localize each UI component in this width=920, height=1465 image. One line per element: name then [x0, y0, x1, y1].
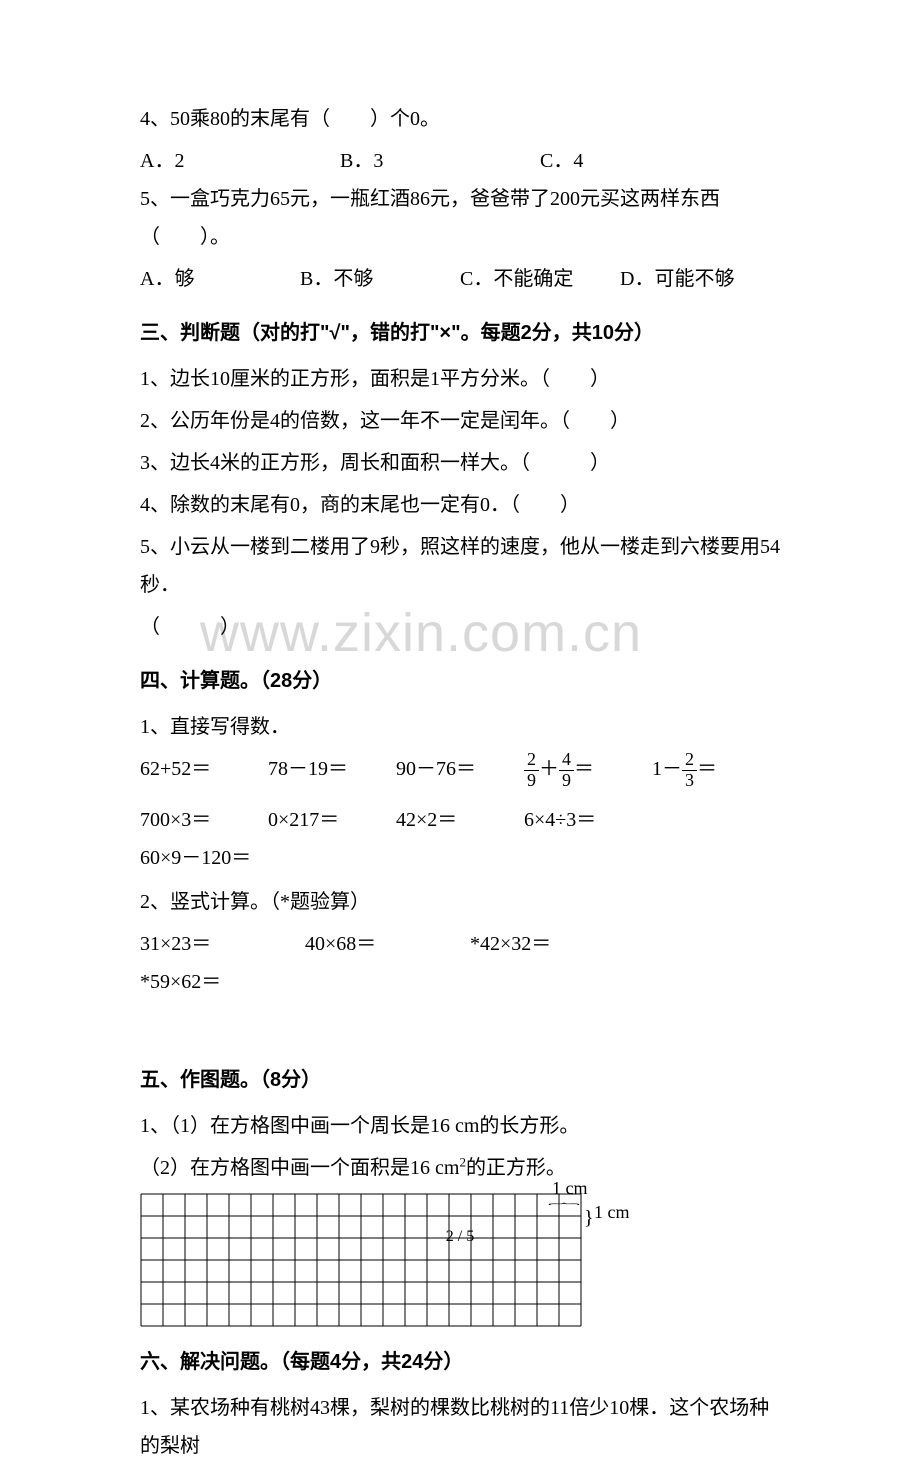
one-minus: 1－	[652, 758, 682, 780]
q4-opt-c: C．4	[540, 142, 720, 180]
judge-1: 1、边长10厘米的正方形，面积是1平方分米。（ ）	[140, 360, 780, 398]
calc-row-1: 62+52＝ 78－19＝ 90－76＝ 29＋49＝ 1－23＝	[140, 750, 780, 791]
judge-4: 4、除数的末尾有0，商的末尾也一定有0．（ ）	[140, 486, 780, 524]
q4-options: A．2 B．3 C．4	[140, 142, 780, 180]
calc-6: 700×3＝	[140, 801, 268, 839]
judge-5: 5、小云从一楼到二楼用了9秒，照这样的速度，他从一楼走到六楼要用54秒．	[140, 528, 780, 604]
calc-9: 6×4÷3＝	[524, 801, 652, 839]
section5-header: 五、作图题。（8分）	[140, 1061, 780, 1099]
calc-5: 1－23＝	[652, 750, 780, 791]
vertical-calc-row: 31×23＝ 40×68＝ *42×32＝ *59×62＝	[140, 925, 780, 1001]
section3-header: 三、判断题（对的打"√"，错的打"×"。每题2分，共10分）	[140, 314, 780, 352]
section6-header: 六、解决问题。（每题4分，共24分）	[140, 1343, 780, 1381]
vert-2: 40×68＝	[305, 925, 470, 963]
judge-5-blank: （ ）	[140, 608, 780, 646]
grid-bracket-right: }	[584, 1199, 594, 1237]
draw-1: 1、（1）在方格图中画一个周长是16 cm的长方形。	[140, 1107, 780, 1145]
vert-3: *42×32＝	[470, 925, 635, 963]
q4-opt-a: A．2	[140, 142, 340, 180]
draw-2-part1: （2）在方格图中画一个面积是16 cm	[140, 1157, 459, 1179]
calc-1: 62+52＝	[140, 750, 268, 791]
fraction-2-9: 29	[524, 750, 539, 791]
q5-opt-c: C．不能确定	[460, 260, 620, 298]
grid-container: 1 cm ︷ } 1 cm	[140, 1193, 780, 1327]
equals-sign-2: ＝	[697, 758, 717, 780]
fraction-4-9: 49	[559, 750, 574, 791]
q5-opt-b: B．不够	[300, 260, 460, 298]
calc-2: 78－19＝	[268, 750, 396, 791]
q5-options: A．够 B．不够 C．不能确定 D．可能不够	[140, 260, 780, 298]
q5-opt-d: D．可能不够	[620, 260, 780, 298]
plus-sign: ＋	[539, 758, 559, 780]
page-content: 4、50乘80的末尾有（ ）个0。 A．2 B．3 C．4 5、一盒巧克力65元…	[140, 100, 780, 1465]
vert-1: 31×23＝	[140, 925, 305, 963]
calc-3: 90－76＝	[396, 750, 524, 791]
grid-bracket-top: ︷	[548, 1194, 580, 1209]
grid-svg	[140, 1193, 582, 1327]
calc-8: 42×2＝	[396, 801, 524, 839]
judge-2: 2、公历年份是4的倍数，这一年不一定是闰年。（ ）	[140, 402, 780, 440]
calc-4: 29＋49＝	[524, 750, 652, 791]
solve-1: 1、某农场种有桃树43棵，梨树的棵数比桃树的11倍少10棵．这个农场种的梨树	[140, 1389, 780, 1465]
q5-opt-a: A．够	[140, 260, 300, 298]
draw-2: （2）在方格图中画一个面积是16 cm2的正方形。	[140, 1149, 780, 1187]
q5-text: 5、一盒巧克力65元，一瓶红酒86元，爸爸带了200元买这两样东西（ ）。	[140, 180, 780, 256]
q4-text: 4、50乘80的末尾有（ ）个0。	[140, 100, 780, 138]
calc-row-2: 700×3＝ 0×217＝ 42×2＝ 6×4÷3＝ 60×9－120＝	[140, 801, 780, 877]
equals-sign: ＝	[574, 758, 594, 780]
draw-2-part2: 的正方形。	[466, 1157, 566, 1179]
vert-4: *59×62＝	[140, 963, 305, 1001]
calc-10: 60×9－120＝	[140, 839, 276, 877]
calc-7: 0×217＝	[268, 801, 396, 839]
q4-opt-b: B．3	[340, 142, 540, 180]
calc-title-2: 2、竖式计算。（*题验算）	[140, 883, 780, 921]
grid-label-1cm-right: 1 cm	[594, 1195, 630, 1229]
judge-3: 3、边长4米的正方形，周长和面积一样大。（ ）	[140, 444, 780, 482]
calc-title-1: 1、直接写得数．	[140, 708, 780, 746]
section4-header: 四、计算题。（28分）	[140, 662, 780, 700]
fraction-2-3: 23	[682, 750, 697, 791]
